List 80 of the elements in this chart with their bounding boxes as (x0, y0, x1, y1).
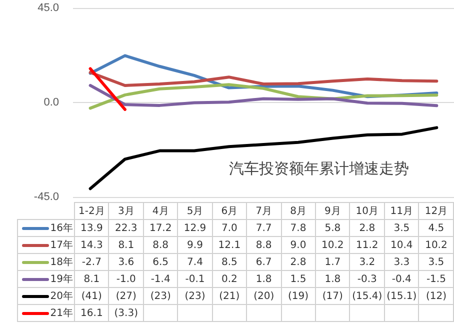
y-tick-label: -45.0 (34, 191, 59, 203)
data-label: 11.2 (350, 236, 384, 254)
data-label: (12) (418, 288, 454, 304)
data-label: 8.1 (74, 270, 109, 288)
data-label: -1.4 (143, 270, 178, 288)
data-label: 8.8 (143, 236, 178, 254)
data-label: 9.0 (281, 236, 316, 254)
data-label: 12.1 (212, 236, 247, 254)
x-tick-label: 11月 (384, 202, 419, 220)
legend-label: 16年 (18, 220, 74, 236)
data-label: (19) (281, 288, 316, 304)
legend-label: 17年 (18, 236, 74, 254)
data-label: 10.2 (418, 236, 454, 254)
data-label: (15.4) (350, 288, 384, 304)
x-tick-label: 4月 (143, 202, 178, 220)
x-tick-label: 9月 (315, 202, 350, 220)
data-label: 22.3 (108, 220, 144, 236)
y-tick-label: 0.0 (44, 96, 59, 108)
data-label: 13.9 (74, 220, 109, 236)
data-label: 3.5 (384, 220, 419, 236)
data-label: (20) (246, 288, 282, 304)
data-label: 6.7 (246, 254, 282, 270)
x-tick-label: 10月 (350, 202, 384, 220)
data-label: -2.7 (74, 254, 109, 270)
data-label: (41) (74, 288, 109, 304)
data-label: 7.8 (281, 220, 316, 236)
data-label: 8.1 (108, 236, 144, 254)
data-label: -1.5 (418, 270, 454, 288)
data-label: -1.0 (108, 270, 144, 288)
data-label: (23) (143, 288, 178, 304)
legend-label: 21年 (18, 304, 74, 322)
data-label: 1.7 (315, 254, 350, 270)
data-label: 2.8 (350, 220, 384, 236)
x-tick-label: 3月 (108, 202, 144, 220)
data-label: 8.5 (212, 254, 247, 270)
data-label: 14.3 (74, 236, 109, 254)
x-tick-label: 1-2月 (74, 202, 109, 220)
data-label: 7.0 (212, 220, 247, 236)
data-label: 12.9 (178, 220, 212, 236)
data-label: 10.4 (384, 236, 419, 254)
legend-label: 18年 (18, 254, 74, 270)
line-series (88, 70, 438, 87)
data-label: 8.8 (246, 236, 282, 254)
data-label: 17.2 (143, 220, 178, 236)
data-label: 1.8 (246, 270, 282, 288)
data-label: (17) (315, 288, 350, 304)
data-label: 10.2 (315, 236, 350, 254)
data-label: -0.3 (350, 270, 384, 288)
data-label: 3.3 (384, 254, 419, 270)
x-tick-label: 7月 (246, 202, 282, 220)
data-label: 6.5 (143, 254, 178, 270)
data-label: 3.2 (350, 254, 384, 270)
data-label: -0.4 (384, 270, 419, 288)
data-label: 3.6 (108, 254, 144, 270)
data-label: (21) (212, 288, 247, 304)
data-label: 2.8 (281, 254, 316, 270)
data-label: 0.2 (212, 270, 247, 288)
data-label: (15.1) (384, 288, 419, 304)
data-label: 7.7 (246, 220, 282, 236)
data-label: -0.1 (178, 270, 212, 288)
data-label: 16.1 (74, 304, 109, 322)
y-tick-label: 45.0 (38, 2, 59, 14)
x-tick-label: 6月 (212, 202, 247, 220)
data-label: 1.5 (281, 270, 316, 288)
data-label: 1.8 (315, 270, 350, 288)
data-label: 5.8 (315, 220, 350, 236)
data-label: (3.3) (108, 304, 144, 322)
x-tick-label: 5月 (178, 202, 212, 220)
legend-label: 20年 (18, 288, 74, 304)
x-tick-label: 8月 (281, 202, 316, 220)
text: 汽车投资额年累计增速走势 (229, 160, 409, 178)
data-label: (23) (178, 288, 212, 304)
data-label: 9.9 (178, 236, 212, 254)
data-label: 3.5 (418, 254, 454, 270)
line-series (88, 126, 438, 190)
x-tick-label: 12月 (418, 202, 454, 220)
data-label: (27) (108, 288, 144, 304)
data-label: 7.4 (178, 254, 212, 270)
legend-label: 19年 (18, 270, 74, 288)
data-label: 4.5 (418, 220, 454, 236)
